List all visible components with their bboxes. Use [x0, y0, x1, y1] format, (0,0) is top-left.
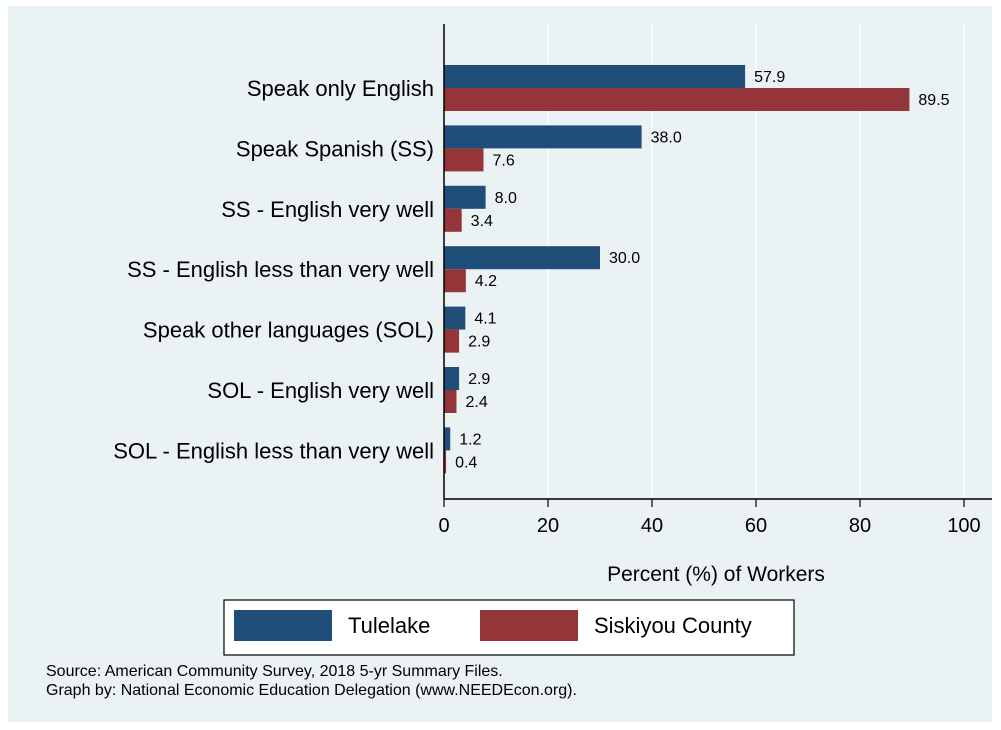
category-label-sol-english-very-well: SOL - English very well — [207, 378, 434, 403]
legend-label-tulelake: Tulelake — [348, 613, 430, 638]
bar-siskiyou-county-speak-only-english — [444, 88, 910, 111]
bar-siskiyou-county-ss-english-less-than-very-well — [444, 269, 466, 293]
legend-swatch-tulelake — [234, 610, 332, 641]
category-labels: Speak only English Speak Spanish (SS) SS -… — [113, 76, 434, 463]
bar-siskiyou-county-speak-spanish-ss — [444, 148, 484, 172]
category-label-speak-spanish-ss: Speak Spanish (SS) — [236, 136, 434, 161]
footnotes: Source: American Community Survey, 2018 … — [46, 662, 577, 700]
x-tick-label-80: 80 — [849, 515, 871, 537]
category-label-speak-only-english: Speak only English — [247, 76, 434, 101]
data-label-siskiyou-county-sol-english-very-well: 2.4 — [465, 394, 487, 411]
legend-label-siskiyou-county: Siskiyou County — [594, 613, 752, 638]
bar-tulelake-sol-english-less-than-very-well — [444, 427, 451, 451]
bar-chart: 57.9 89.5 38.0 7.6 8.03.4 30.0 4.2 4.1 2.9 2.9 2.4… — [113, 24, 992, 656]
bar-siskiyou-county-sol-english-less-than-very-well — [444, 450, 447, 474]
data-label-tulelake-speak-other-languages-sol: 4.1 — [474, 311, 496, 328]
bar-siskiyou-county-speak-other-languages-sol — [444, 329, 460, 353]
source-note: Source: American Community Survey, 2018 … — [46, 663, 503, 680]
x-tick-label-20: 20 — [537, 515, 559, 537]
category-label-speak-other-languages-sol: Speak other languages (SOL) — [143, 318, 434, 343]
category-label-ss-english-less-than-very-well: SS - English less than very well — [127, 257, 434, 282]
data-label-tulelake-ss-english-very-well: 8.0 — [495, 190, 517, 207]
category-label-sol-english-less-than-very-well: SOL - English less than very well — [113, 438, 434, 463]
bar-tulelake-sol-english-very-well — [444, 367, 460, 390]
x-tick-label-100: 100 — [947, 515, 980, 537]
data-label-tulelake-ss-english-less-than-very-well: 30.0 — [609, 250, 640, 267]
bars — [444, 65, 910, 474]
data-label-tulelake-sol-english-less-than-very-well: 1.2 — [459, 431, 481, 448]
data-labels: 57.9 89.5 38.0 7.6 8.03.4 30.0 4.2 4.1 2.9 2.9 2.4… — [455, 69, 950, 471]
data-label-siskiyou-county-ss-english-less-than-very-well: 4.2 — [475, 273, 497, 290]
bar-siskiyou-county-ss-english-very-well — [444, 208, 462, 232]
data-label-siskiyou-county-sol-english-less-than-very-well: 0.4 — [455, 454, 477, 471]
data-label-siskiyou-county-speak-only-english: 89.5 — [918, 92, 949, 109]
bar-tulelake-ss-english-less-than-very-well — [444, 246, 600, 270]
x-tick-label-40: 40 — [641, 515, 663, 537]
category-label-ss-english-very-well: SS - English very well — [221, 197, 434, 222]
bar-siskiyou-county-sol-english-very-well — [444, 390, 457, 413]
x-ticks: 0 20 40 60 80 100 — [438, 499, 981, 537]
bar-tulelake-speak-spanish-ss — [444, 125, 642, 149]
data-label-tulelake-speak-spanish-ss: 38.0 — [651, 129, 682, 146]
bar-tulelake-speak-other-languages-sol — [444, 306, 466, 330]
data-label-siskiyou-county-speak-spanish-ss: 7.6 — [493, 152, 515, 169]
data-label-tulelake-speak-only-english: 57.9 — [754, 69, 785, 86]
legend: Tulelake Siskiyou County — [223, 599, 795, 656]
legend-swatch-siskiyou-county — [480, 610, 578, 641]
bar-tulelake-speak-only-english — [444, 65, 746, 88]
x-tick-label-0: 0 — [438, 515, 449, 537]
x-tick-label-60: 60 — [745, 515, 767, 537]
data-label-siskiyou-county-speak-other-languages-sol: 2.9 — [468, 334, 490, 351]
chart-container: 57.9 89.5 38.0 7.6 8.0 3.4 30.0 4.2 4.1 2.9 2.9 2.4… — [8, 6, 992, 722]
credit-note: Graph by: National Economic Education De… — [46, 682, 577, 699]
data-label-siskiyou-county-ss-english-very-well: 3.4 — [471, 213, 493, 230]
bar-tulelake-ss-english-very-well — [444, 185, 486, 209]
x-axis-title: Percent (%) of Workers — [607, 563, 825, 586]
data-label-tulelake-sol-english-very-well: 2.9 — [468, 371, 490, 388]
